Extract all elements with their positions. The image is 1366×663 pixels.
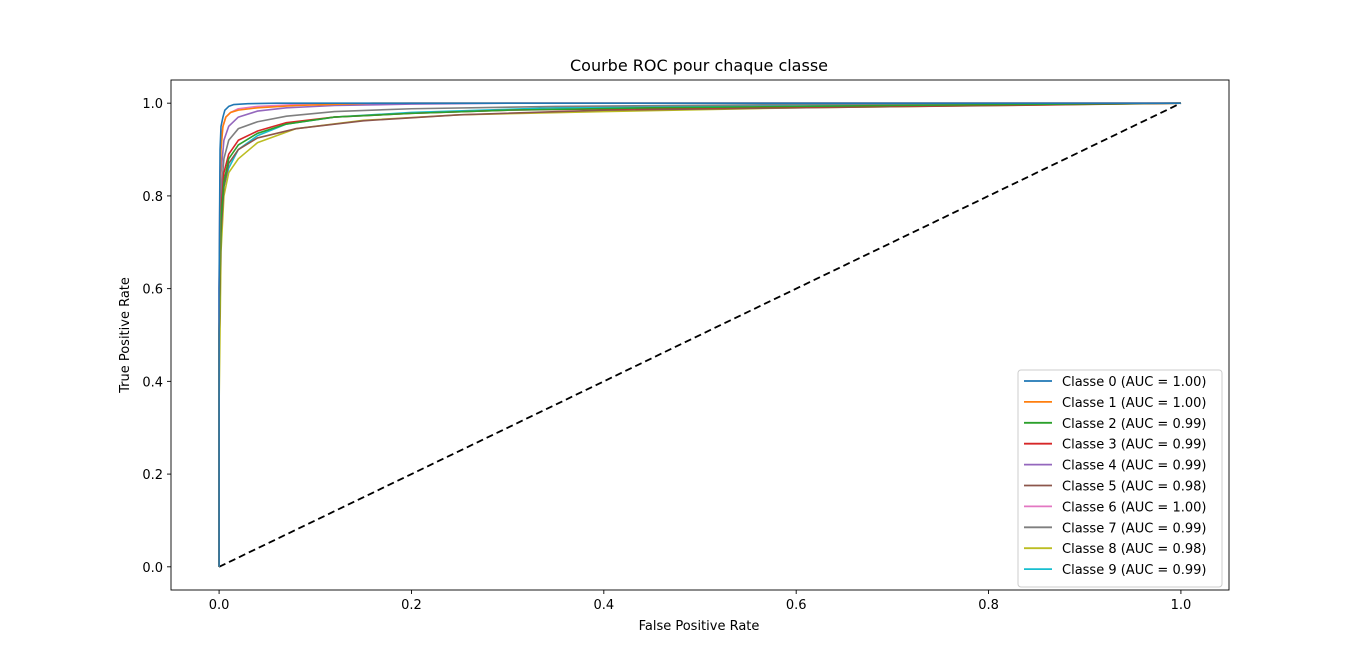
y-tick-label: 1.0 xyxy=(142,97,163,112)
legend-label-4: Classe 4 (AUC = 0.99) xyxy=(1062,459,1206,474)
x-tick-label: 0.2 xyxy=(401,598,422,613)
legend-label-1: Classe 1 (AUC = 1.00) xyxy=(1062,396,1206,411)
x-tick-label: 0.8 xyxy=(978,598,999,613)
y-tick-label: 0.4 xyxy=(142,375,163,390)
series-line-0 xyxy=(218,102,1181,567)
x-axis-label: False Positive Rate xyxy=(639,619,760,634)
y-tick-label: 0.6 xyxy=(142,283,163,298)
plot-area: 0.0 0.2 0.4 0.6 0.8 1.0 0.0 0.2 0.4 0.6 0.8 1.0 xyxy=(142,79,1230,613)
legend-label-9: Classe 9 (AUC = 0.99) xyxy=(1062,563,1206,578)
legend-label-2: Classe 2 (AUC = 0.99) xyxy=(1062,417,1206,432)
legend-label-0: Classe 0 (AUC = 1.00) xyxy=(1062,375,1206,390)
legend-label-6: Classe 6 (AUC = 1.00) xyxy=(1062,500,1206,515)
y-tick-label: 0.2 xyxy=(142,468,163,483)
legend-label-5: Classe 5 (AUC = 0.98) xyxy=(1062,480,1206,495)
x-tick-label: 0.0 xyxy=(209,598,230,613)
chart-title: Courbe ROC pour chaque classe xyxy=(570,56,828,75)
legend-box xyxy=(1017,369,1223,588)
y-tick-label: 0.8 xyxy=(142,190,163,205)
x-tick-label: 0.4 xyxy=(593,598,614,613)
series-line-2 xyxy=(218,102,1181,567)
legend: Classe 0 (AUC = 1.00) Classe 1 (AUC = 1.0… xyxy=(1017,369,1223,588)
legend-label-7: Classe 7 (AUC = 0.99) xyxy=(1062,521,1206,536)
legend-label-8: Classe 8 (AUC = 0.98) xyxy=(1062,542,1206,557)
y-tick-label: 0.0 xyxy=(142,561,163,576)
y-axis-label: True Positive Rate xyxy=(118,277,133,394)
axes-frame xyxy=(170,79,1230,591)
x-tick-label: 0.6 xyxy=(786,598,807,613)
reference-diagonal-line xyxy=(218,102,1182,568)
legend-label-3: Classe 3 (AUC = 0.99) xyxy=(1062,438,1206,453)
x-tick-label: 1.0 xyxy=(1171,598,1192,613)
